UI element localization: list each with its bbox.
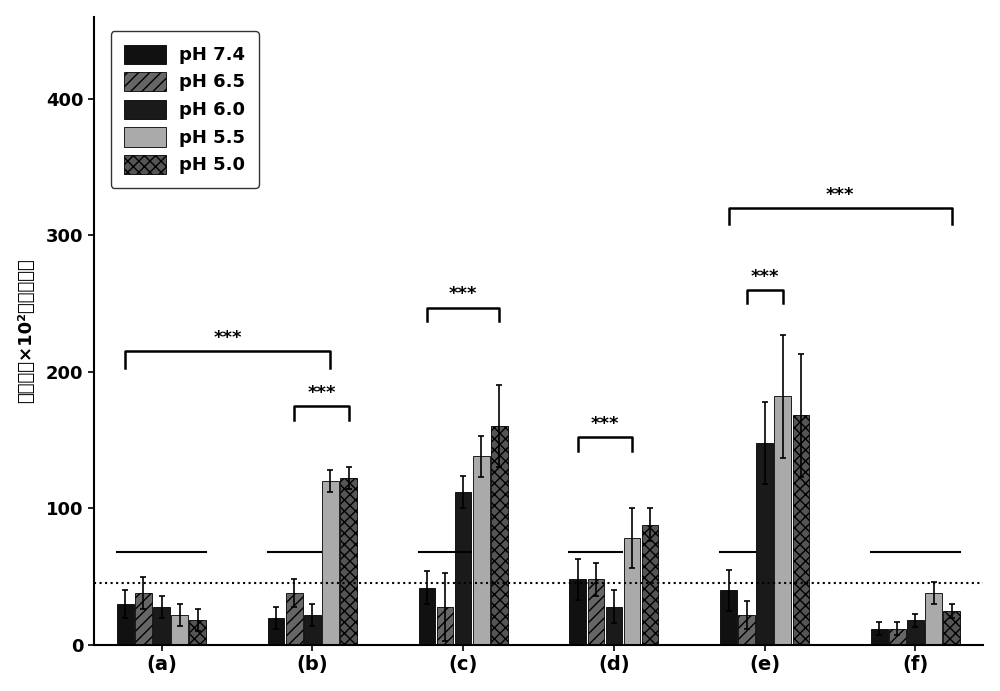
Text: ***: *** <box>214 329 242 347</box>
Y-axis label: 荧光强度×10²（吸光度）: 荧光强度×10²（吸光度） <box>17 258 35 403</box>
Bar <box>642 524 658 645</box>
Bar <box>304 615 321 645</box>
Bar <box>738 615 755 645</box>
Bar <box>907 621 924 645</box>
Bar <box>437 607 453 645</box>
Bar <box>322 481 339 645</box>
Bar <box>606 607 622 645</box>
Text: ***: *** <box>449 285 477 303</box>
Bar <box>153 607 170 645</box>
Bar <box>171 615 188 645</box>
Text: ***: *** <box>307 384 336 401</box>
Bar <box>117 604 134 645</box>
Bar <box>569 579 586 645</box>
Bar <box>756 443 773 645</box>
Bar <box>419 587 435 645</box>
Bar <box>943 611 960 645</box>
Bar <box>925 593 942 645</box>
Text: ***: *** <box>591 415 619 433</box>
Text: ***: *** <box>826 186 854 204</box>
Bar <box>624 538 640 645</box>
Legend: pH 7.4, pH 6.5, pH 6.0, pH 5.5, pH 5.0: pH 7.4, pH 6.5, pH 6.0, pH 5.5, pH 5.0 <box>111 31 259 187</box>
Bar <box>588 579 604 645</box>
Text: ***: *** <box>750 267 779 285</box>
Bar <box>491 426 508 645</box>
Bar <box>774 397 791 645</box>
Bar <box>871 629 888 645</box>
Bar <box>473 457 490 645</box>
Bar <box>455 492 471 645</box>
Bar <box>793 415 809 645</box>
Bar <box>189 621 206 645</box>
Bar <box>889 629 906 645</box>
Bar <box>340 478 357 645</box>
Bar <box>720 590 737 645</box>
Bar <box>268 618 284 645</box>
Bar <box>135 593 152 645</box>
Bar <box>286 593 303 645</box>
